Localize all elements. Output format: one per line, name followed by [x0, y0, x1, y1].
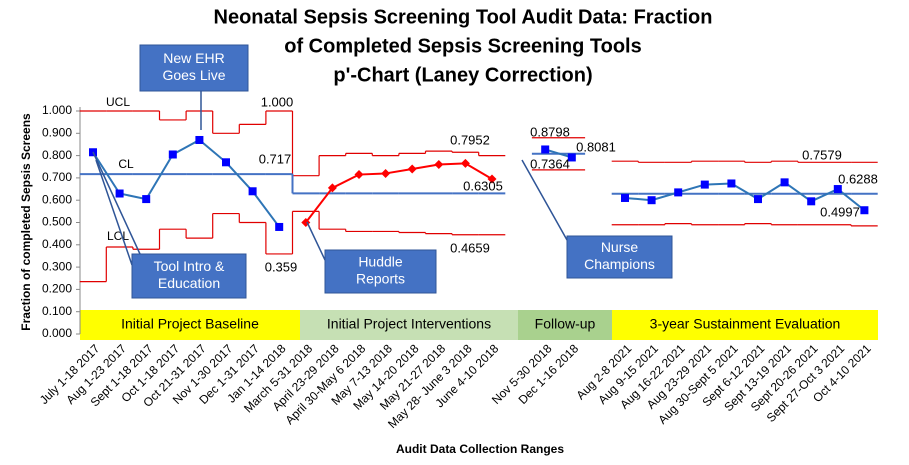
annotation: 0.359 — [265, 259, 298, 274]
y-tick-label: 0.700 — [42, 170, 72, 184]
marker — [354, 170, 364, 180]
callout-text: New EHR — [163, 50, 224, 66]
callout-text: Goes Live — [162, 67, 225, 83]
phase-band — [518, 310, 612, 340]
marker — [381, 168, 391, 178]
callout-pointer — [521, 159, 568, 241]
callout-text: Tool Intro & — [154, 258, 225, 274]
phase-label: Initial Project Interventions — [327, 316, 491, 332]
marker — [460, 158, 470, 168]
limit-name: LCL — [107, 229, 129, 243]
marker — [754, 195, 762, 204]
callout-box — [131, 253, 247, 299]
marker — [674, 188, 683, 197]
marker — [647, 196, 656, 205]
y-tick-label: 0.500 — [42, 215, 72, 229]
callout-pointer — [306, 221, 326, 261]
x-axis-label: Audit Data Collection Ranges — [396, 442, 564, 456]
chart-title: of Completed Sepsis Screening Tools — [284, 35, 641, 57]
y-tick-label: 0.900 — [42, 125, 72, 139]
marker — [115, 189, 124, 198]
marker — [168, 150, 177, 159]
chart-title: p'-Chart (Laney Correction) — [333, 64, 592, 86]
phase-band — [612, 310, 878, 340]
marker — [142, 195, 151, 204]
marker — [541, 145, 550, 154]
marker — [434, 160, 444, 170]
marker — [248, 187, 257, 196]
marker — [807, 197, 816, 206]
marker — [222, 158, 230, 167]
phase-label: 3-year Sustainment Evaluation — [650, 316, 841, 332]
phase-label: Initial Project Baseline — [121, 316, 259, 332]
callout-text: Reports — [356, 271, 405, 287]
marker — [567, 153, 576, 162]
marker — [727, 179, 736, 188]
annotation: 0.6305 — [463, 178, 503, 193]
phase-label: Follow-up — [535, 316, 596, 332]
callout-box — [139, 44, 249, 92]
callout-text: Huddle — [358, 254, 403, 270]
annotation: 0.4659 — [450, 240, 490, 255]
y-tick-label: 0.400 — [42, 237, 72, 251]
annotation: 0.7579 — [802, 147, 842, 162]
series-line — [544, 148, 573, 159]
y-tick-label: 0.000 — [42, 326, 72, 340]
marker — [860, 206, 869, 215]
series-line — [624, 181, 866, 212]
y-tick-label: 0.300 — [42, 259, 72, 273]
limit-name: CL — [118, 157, 134, 171]
phase-band — [80, 310, 300, 340]
callout-text: Champions — [584, 256, 655, 272]
annotation: 0.4997 — [820, 204, 860, 219]
y-tick-label: 0.200 — [42, 282, 72, 296]
marker — [275, 222, 284, 231]
marker — [487, 174, 497, 184]
marker — [700, 180, 709, 189]
callout-box — [566, 235, 673, 279]
annotation: 0.7364 — [530, 156, 570, 171]
series-line — [305, 162, 493, 224]
callout-text: Education — [158, 275, 220, 291]
marker — [407, 164, 417, 174]
marker — [833, 185, 842, 194]
annotation: 0.7952 — [450, 132, 490, 147]
callout-pointer — [92, 151, 141, 255]
marker — [195, 135, 204, 144]
series-line — [92, 138, 281, 228]
y-axis-label: Fraction of completed Sepsis Screens — [19, 113, 33, 331]
phase-band — [300, 310, 518, 340]
limit-name: UCL — [106, 95, 130, 109]
marker — [621, 193, 629, 202]
annotation: 0.8081 — [576, 139, 616, 154]
annotation: 0.717 — [259, 151, 292, 166]
y-tick-label: 0.100 — [42, 304, 72, 318]
annotation: 0.8798 — [530, 124, 570, 139]
annotation: 1.000 — [261, 94, 294, 109]
callout-pointer — [95, 159, 133, 266]
y-tick-label: 1.000 — [42, 103, 72, 117]
callout-box — [324, 249, 437, 294]
marker — [327, 183, 337, 193]
y-tick-label: 0.600 — [42, 192, 72, 206]
annotation: 0.6288 — [838, 171, 878, 186]
y-tick-label: 0.800 — [42, 148, 72, 162]
chart-title: Neonatal Sepsis Screening Tool Audit Dat… — [214, 6, 713, 28]
callout-text: Nurse — [601, 239, 639, 255]
marker — [780, 178, 789, 187]
